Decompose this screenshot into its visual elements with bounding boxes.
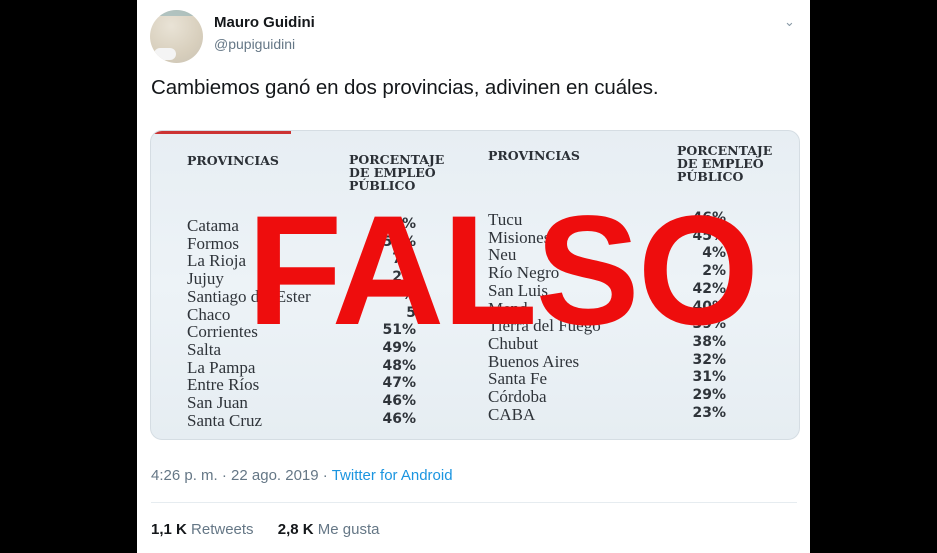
province-name: Río Negro	[488, 263, 560, 283]
tweet-stats: 1,1 K Retweets 2,8 K Me gusta	[151, 521, 399, 538]
header-provinces-right: PROVINCIAS	[488, 148, 580, 163]
province-percent: 38%	[692, 333, 726, 350]
province-name: Chubut	[488, 333, 539, 353]
province-percent: 46%	[692, 210, 726, 226]
header-line: PORCENTAJE	[677, 143, 773, 158]
retweets-count: 1,1 K	[151, 521, 187, 538]
province-name: Neu	[488, 245, 517, 265]
province-percent: 4%	[702, 245, 726, 262]
province-percent: 23%	[692, 404, 726, 421]
province-percent: 2%	[392, 269, 416, 286]
avatar[interactable]	[150, 10, 203, 63]
province-percent: %	[401, 286, 416, 303]
header-provinces-left: PROVINCIAS	[187, 153, 279, 168]
province-percent: 5	[406, 304, 416, 321]
province-name: Catama	[187, 216, 239, 235]
province-name: Córdoba	[488, 387, 547, 406]
province-percent: 45%	[692, 227, 726, 244]
province-name: Buenos Aires	[488, 351, 580, 371]
likes-count: 2,8 K	[277, 521, 314, 538]
province-name: CABA	[488, 404, 536, 424]
source-link[interactable]: Twitter for Android	[331, 467, 453, 484]
province-name: La Rioja	[187, 251, 247, 271]
image-edge-decoration	[151, 131, 291, 134]
province-name: La Pampa	[187, 357, 256, 377]
province-percent: 59%	[382, 233, 416, 250]
author-name[interactable]: Mauro Guidini	[214, 14, 315, 31]
header-line: PORCENTAJE	[349, 152, 445, 167]
province-percent: 49%	[382, 339, 416, 356]
province-name: Tucu	[488, 210, 523, 229]
retweets-label: Retweets	[186, 521, 254, 538]
header-line: PÚBLICO	[349, 178, 416, 193]
likes-stat[interactable]: 2,8 K Me gusta	[278, 521, 380, 538]
province-percent: 2%	[702, 263, 726, 280]
province-percent: 40%	[692, 298, 726, 315]
province-percent: 29%	[692, 387, 726, 403]
author-handle[interactable]: @pupiguidini	[214, 36, 296, 52]
province-percent: 39%	[692, 316, 726, 333]
province-percent: 42%	[692, 280, 726, 297]
header-line: DE EMPLEO	[349, 165, 436, 180]
tweet-image[interactable]: PROVINCIAS PORCENTAJE DE EMPLEO PÚBLICO …	[150, 130, 800, 440]
province-percent: 69%	[382, 216, 416, 232]
province-name: Tierra del Fuego	[488, 316, 601, 336]
timestamp[interactable]: 4:26 p. m. · 22 ago. 2019 ·	[151, 467, 332, 484]
retweets-stat[interactable]: 1,1 K Retweets	[151, 521, 254, 538]
province-percent: 51%	[382, 322, 416, 339]
falso-overlay: FALSO	[247, 184, 759, 358]
province-percent: 31%	[692, 369, 726, 386]
tweet-text: Cambiemos ganó en dos provincias, adivin…	[151, 76, 659, 99]
province-name: Misiones	[488, 227, 551, 247]
province-name: Mend	[488, 298, 528, 318]
province-name: Jujuy	[187, 269, 224, 289]
province-percent: 46%	[382, 393, 416, 409]
likes-label: Me gusta	[313, 521, 380, 538]
province-percent: 7%	[392, 251, 416, 268]
province-name: Formos	[187, 233, 239, 253]
province-percent: 47%	[382, 375, 416, 392]
province-name: Entre Ríos	[187, 375, 260, 395]
province-name: Corrientes	[187, 322, 258, 342]
divider	[151, 502, 797, 503]
province-name: Santa Fe	[488, 369, 548, 389]
tweet-meta: 4:26 p. m. · 22 ago. 2019 · Twitter for …	[151, 467, 453, 484]
header-line: DE EMPLEO	[677, 156, 764, 171]
province-name: Santa Cruz	[187, 410, 263, 430]
tweet-card: Mauro Guidini @pupiguidini ⌄ Cambiemos g…	[137, 0, 810, 553]
province-name: Santiago del Ester	[187, 286, 311, 306]
header-percent-left: PORCENTAJE DE EMPLEO PÚBLICO	[349, 153, 444, 192]
province-percent: 32%	[692, 351, 726, 368]
header-percent-right: PORCENTAJE DE EMPLEO PÚBLICO	[677, 144, 772, 183]
province-name: San Luis	[488, 280, 548, 300]
province-name: Chaco	[187, 304, 231, 324]
province-name: San Juan	[187, 393, 248, 412]
province-name: Salta	[187, 339, 221, 359]
province-percent: 48%	[382, 357, 416, 374]
header-line: PÚBLICO	[677, 169, 744, 184]
province-percent: 46%	[382, 410, 416, 427]
chevron-down-icon[interactable]: ⌄	[784, 14, 795, 29]
